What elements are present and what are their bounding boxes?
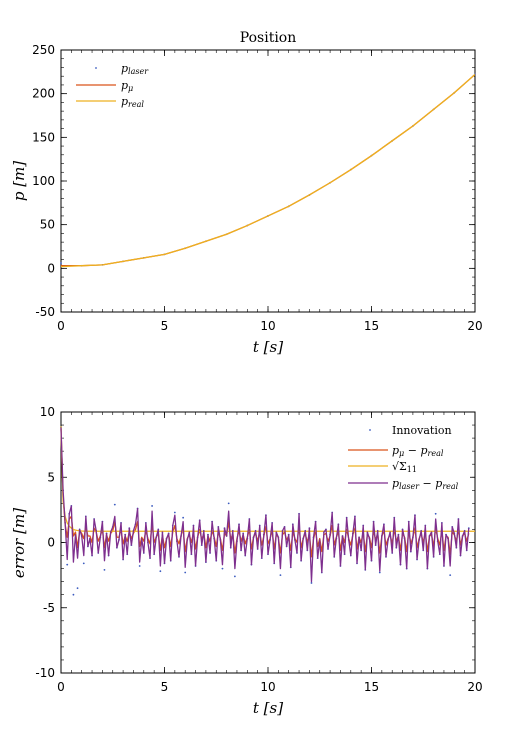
x-tick-label: 0	[57, 319, 65, 333]
y-tick-label: 250	[32, 43, 55, 57]
data-point	[280, 574, 282, 576]
legend-marker-laser	[95, 67, 97, 69]
x-tick-label: 15	[364, 319, 379, 333]
legend: plaser pμ preal	[76, 62, 149, 109]
data-point	[222, 568, 224, 570]
legend-marker-innovation	[369, 429, 371, 431]
y-tick-label: -50	[35, 305, 55, 319]
x-tick-label: 20	[467, 319, 482, 333]
data-point	[83, 562, 85, 564]
x-tick-label: 0	[57, 680, 65, 694]
data-point	[159, 570, 161, 572]
data-point	[228, 502, 230, 504]
data-point	[151, 505, 153, 507]
y-tick-label: 200	[32, 87, 55, 101]
legend-label-innovation: Innovation	[392, 424, 452, 437]
x-tick-label: 10	[260, 680, 275, 694]
data-point	[435, 513, 437, 515]
data-point	[379, 572, 381, 574]
data-point	[77, 587, 79, 589]
legend-label-laser: plaser	[121, 62, 149, 76]
y-tick-label: -5	[43, 601, 55, 615]
data-point	[311, 582, 313, 584]
data-point	[174, 512, 176, 514]
x-tick-label: 5	[161, 319, 169, 333]
y-tick-label: 0	[47, 536, 55, 550]
x-tick-label: 20	[467, 680, 482, 694]
x-tick-label: 15	[364, 680, 379, 694]
data-point	[60, 262, 62, 264]
data-point	[114, 504, 116, 506]
y-axis-title: error [m]	[10, 508, 28, 578]
data-point	[139, 565, 141, 567]
x-tick-label: 10	[260, 319, 275, 333]
y-tick-label: 10	[40, 405, 55, 419]
y-tick-label: 0	[47, 261, 55, 275]
y-tick-label: 50	[40, 218, 55, 232]
data-point	[234, 576, 236, 578]
data-point	[66, 564, 68, 566]
x-tick-label: 5	[161, 680, 169, 694]
y-tick-label: 100	[32, 174, 55, 188]
x-axis-title: t [s]	[253, 699, 283, 717]
legend-label-real: preal	[121, 95, 144, 109]
error-plot: 0 5 10 15 20 -10 -5 0 5 10 t [s] error [m] Innova…	[10, 405, 483, 717]
y-tick-label: 150	[32, 130, 55, 144]
x-axis-title: t [s]	[253, 338, 283, 356]
y-tick-label: 5	[47, 470, 55, 484]
data-point	[104, 569, 106, 571]
data-point	[184, 572, 186, 574]
plot-title: Position	[240, 30, 297, 46]
legend: Innovation pμ − preal √Σ11 plaser − prea…	[345, 420, 470, 494]
y-tick-label: -10	[35, 666, 55, 680]
data-point	[182, 517, 184, 519]
y-axis-title: p [m]	[10, 161, 28, 201]
data-point	[449, 574, 451, 576]
data-point	[73, 594, 75, 596]
legend-label-mu: pμ	[121, 79, 133, 93]
